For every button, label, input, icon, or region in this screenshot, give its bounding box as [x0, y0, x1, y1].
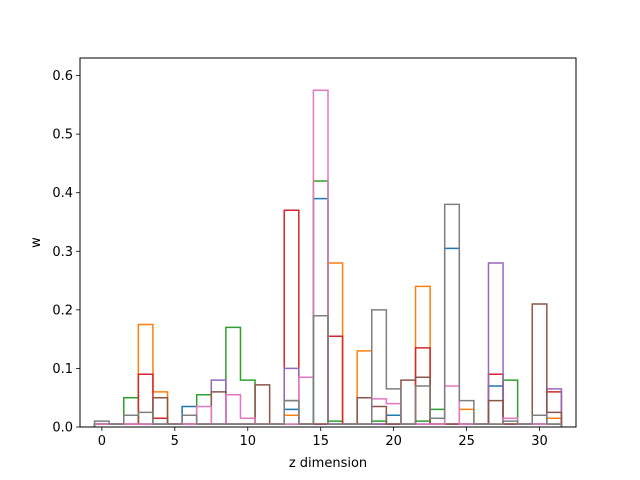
- x-tick-label: 0: [98, 434, 106, 449]
- x-tick-label: 20: [385, 434, 402, 449]
- y-axis-label: w: [29, 237, 44, 248]
- y-tick-label: 0.0: [52, 421, 73, 436]
- x-tick-label: 5: [171, 434, 179, 449]
- y-tick-label: 0.1: [52, 362, 73, 377]
- series-layer: [93, 89, 563, 427]
- x-ticks: 0 5 10 15 20 25 30: [98, 427, 548, 449]
- series-7-step: [93, 203, 563, 427]
- x-tick-label: 10: [239, 434, 256, 449]
- x-tick-label: 30: [531, 434, 548, 449]
- axes-frame: [79, 57, 577, 428]
- x-axis-label: z dimension: [289, 456, 367, 471]
- y-tick-label: 0.5: [52, 128, 73, 143]
- y-ticks: 0.0 0.1 0.2 0.3 0.4 0.5 0.6: [52, 69, 80, 436]
- x-tick-label: 15: [312, 434, 329, 449]
- y-tick-label: 0.3: [52, 245, 73, 260]
- y-tick-label: 0.2: [52, 303, 73, 318]
- y-tick-label: 0.4: [52, 186, 73, 201]
- y-tick-label: 0.6: [52, 69, 73, 84]
- x-tick-label: 25: [458, 434, 475, 449]
